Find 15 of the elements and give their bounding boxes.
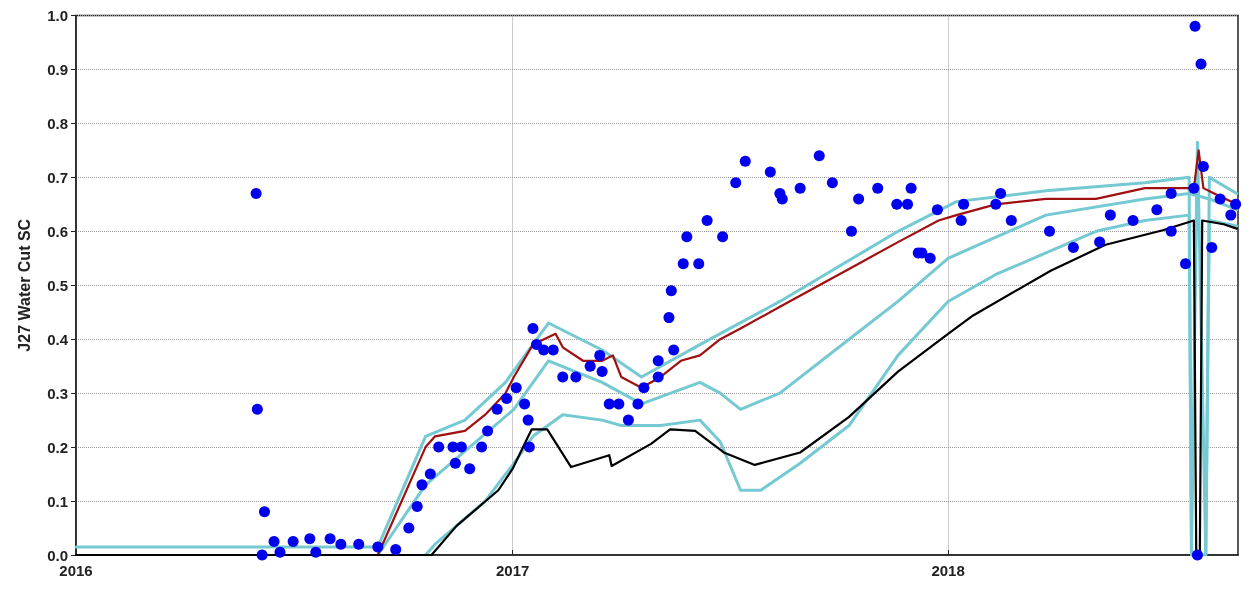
x-tick-label: 2016 <box>59 562 93 579</box>
y-tick-label: 0.8 <box>47 114 68 132</box>
y-tick-label: 0.4 <box>47 330 69 348</box>
y-axis-title: J27 Water Cut SC <box>15 218 33 352</box>
y-tick-label: 1.0 <box>47 7 68 24</box>
y-tick-label: 0.7 <box>47 168 68 186</box>
y-tick-label: 0.0 <box>47 546 68 564</box>
y-tick-label: 0.2 <box>47 438 68 456</box>
x-tick-label: 2018 <box>931 562 965 579</box>
y-tick-label: 0.9 <box>47 60 68 78</box>
y-tick-label: 0.5 <box>47 276 68 294</box>
y-tick-label: 0.3 <box>47 384 68 402</box>
y-tick-label: 0.1 <box>47 492 68 510</box>
x-tick-label: 2017 <box>495 562 530 579</box>
y-tick-label: 0.6 <box>47 222 68 240</box>
